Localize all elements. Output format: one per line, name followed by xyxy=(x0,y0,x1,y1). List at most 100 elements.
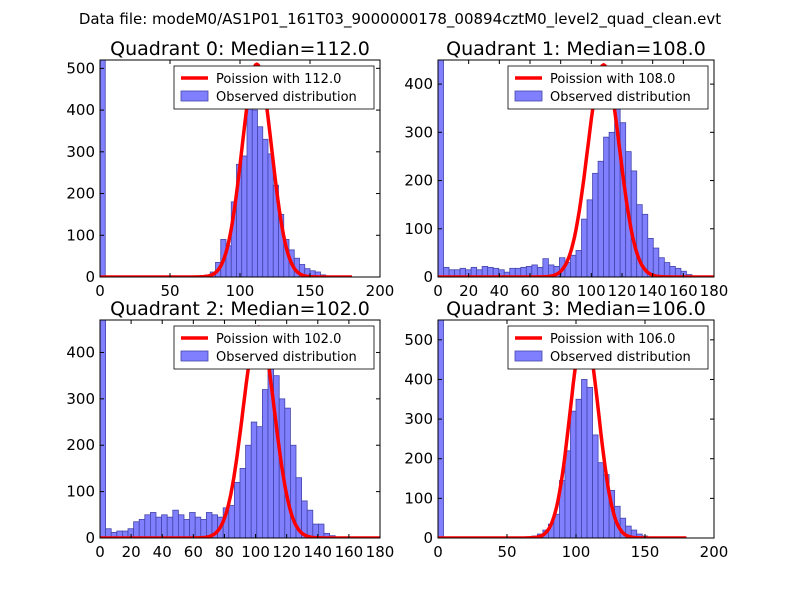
x-tick-label: 60 xyxy=(520,282,539,300)
histogram-bar xyxy=(581,218,588,277)
histogram-bar xyxy=(597,160,605,277)
x-tick-label: 50 xyxy=(497,543,516,561)
histogram-bar xyxy=(246,105,253,277)
subplot-title: Quadrant 0: Median=112.0 xyxy=(110,38,370,60)
legend: Poission with 106.0 Observed distribution xyxy=(507,325,709,370)
histogram-bar xyxy=(542,258,549,277)
legend-bar-label: Observed distribution xyxy=(216,350,357,365)
histogram-bar xyxy=(603,136,610,277)
y-tick-label: 200 xyxy=(404,450,433,468)
x-tick-label: 100 xyxy=(226,282,255,300)
histogram-bar xyxy=(138,519,146,538)
legend-line-label: Poission with 106.0 xyxy=(550,332,675,347)
legend-box xyxy=(507,325,709,370)
x-tick-label: 20 xyxy=(459,282,478,300)
y-tick-label: 0 xyxy=(85,529,95,547)
histogram-bar xyxy=(100,60,106,277)
x-tick-label: 160 xyxy=(335,543,364,561)
x-tick-label: 140 xyxy=(638,282,667,300)
legend: Poission with 108.0 Observed distribution xyxy=(507,65,709,110)
x-tick-label: 180 xyxy=(700,282,729,300)
x-tick-label: 180 xyxy=(366,543,395,561)
histogram-bar xyxy=(177,514,185,538)
histogram-bar xyxy=(233,481,241,538)
y-tick-label: 400 xyxy=(66,101,95,119)
histogram-bar xyxy=(652,247,660,277)
x-tick-label: 120 xyxy=(608,282,637,300)
x-tick-label: 20 xyxy=(122,543,141,561)
histogram-bar xyxy=(256,426,263,538)
x-tick-label: 40 xyxy=(490,282,509,300)
histogram-bar xyxy=(570,254,577,277)
x-tick-label: 40 xyxy=(153,543,172,561)
histogram-bar xyxy=(608,131,616,277)
x-tick-label: 140 xyxy=(303,543,332,561)
y-tick-label: 0 xyxy=(85,268,95,286)
histogram-bar xyxy=(172,509,179,538)
x-tick-label: 0 xyxy=(433,543,443,561)
legend-line-label: Poission with 112.0 xyxy=(216,72,341,87)
y-tick-label: 200 xyxy=(66,185,95,203)
histogram-bar xyxy=(267,153,274,277)
legend-box xyxy=(173,325,375,370)
legend-bar-swatch xyxy=(514,350,543,362)
x-tick-label: 150 xyxy=(296,282,325,300)
y-tick-label: 300 xyxy=(404,123,433,141)
legend-bar-swatch xyxy=(180,90,209,102)
histogram-bar xyxy=(100,320,106,538)
histogram-bar xyxy=(438,60,444,277)
histogram-bar xyxy=(194,516,202,538)
histogram-bar xyxy=(144,514,151,538)
x-tick-label: 80 xyxy=(551,282,570,300)
histogram-bar xyxy=(149,512,157,538)
y-tick-label: 200 xyxy=(404,172,433,190)
y-tick-label: 100 xyxy=(66,483,95,501)
x-tick-label: 120 xyxy=(272,543,301,561)
histogram-bar xyxy=(317,523,325,538)
legend: Poission with 102.0 Observed distribution xyxy=(173,325,375,370)
histogram-bar xyxy=(570,410,577,538)
subplot-title: Quadrant 3: Median=106.0 xyxy=(446,298,706,320)
histogram-bar xyxy=(262,138,269,277)
y-tick-label: 100 xyxy=(66,226,95,244)
y-tick-label: 0 xyxy=(423,268,433,286)
y-tick-label: 300 xyxy=(404,410,433,428)
y-tick-label: 100 xyxy=(404,220,433,238)
y-tick-label: 100 xyxy=(404,489,433,507)
histogram-bar xyxy=(314,271,321,277)
x-tick-label: 100 xyxy=(241,543,270,561)
legend: Poission with 112.0 Observed distribution xyxy=(173,65,375,110)
histogram-bar xyxy=(155,516,162,538)
legend-box xyxy=(507,65,709,110)
histogram-bar xyxy=(251,109,258,277)
histogram xyxy=(438,320,649,538)
histogram-bar xyxy=(592,172,599,277)
subplot-title: Quadrant 1: Median=108.0 xyxy=(446,38,706,60)
histogram-bar xyxy=(166,516,174,538)
x-tick-label: 0 xyxy=(95,282,105,300)
x-tick-label: 150 xyxy=(631,543,660,561)
histogram-bar xyxy=(257,126,264,277)
poisson-curve xyxy=(438,328,687,538)
histogram-bar xyxy=(200,519,207,538)
chart-panel-0: 0 50 100 150 200 0 100 200 300 400 500 Quadrant 0: … xyxy=(66,38,394,300)
chart-panel-2: 0 20 40 60 80 100 120 140 160 1800100200300400Qua… xyxy=(66,298,394,561)
legend-bar-label: Observed distribution xyxy=(550,90,691,105)
histogram-bar xyxy=(241,155,248,277)
x-tick-label: 80 xyxy=(215,543,234,561)
histogram-bar xyxy=(564,450,571,538)
y-tick-label: 0 xyxy=(423,529,433,547)
histogram-bar xyxy=(438,320,444,538)
histogram-bar xyxy=(581,379,588,538)
histogram-bar xyxy=(228,505,235,538)
histogram-bar xyxy=(531,264,538,277)
histogram-bar xyxy=(575,250,582,277)
histogram-bar xyxy=(250,421,258,538)
axes-frame xyxy=(99,319,381,539)
y-tick-label: 300 xyxy=(66,390,95,408)
histogram-bar xyxy=(575,398,582,538)
legend-line-label: Poission with 108.0 xyxy=(550,72,675,87)
poisson-curve xyxy=(100,325,380,538)
x-tick-label: 0 xyxy=(95,543,105,561)
